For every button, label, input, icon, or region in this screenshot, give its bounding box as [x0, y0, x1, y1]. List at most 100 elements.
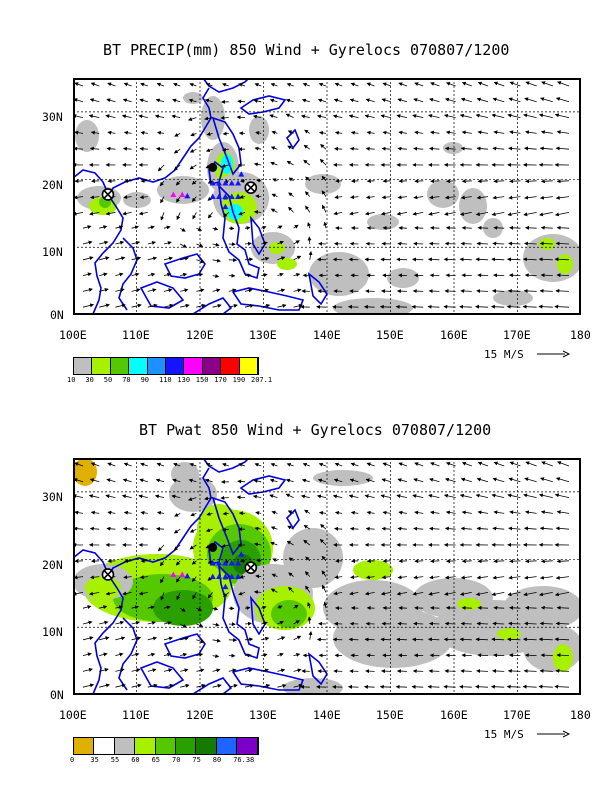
- wind-arrow: [493, 559, 505, 564]
- wind-arrow: [228, 683, 238, 688]
- colorbar-label: 60: [131, 756, 140, 764]
- wind-arrow: [523, 212, 537, 217]
- wind-arrow: [333, 591, 343, 596]
- wind-arrow: [157, 164, 165, 172]
- wind-arrow: [412, 257, 424, 262]
- wind-arrow: [159, 180, 165, 187]
- wind-arrow: [293, 255, 302, 261]
- wind-arrow: [461, 179, 472, 184]
- wind-arrow: [397, 575, 408, 580]
- wind-arrow: [261, 636, 270, 641]
- lat-label: 10N: [42, 245, 63, 259]
- wind-arrow: [540, 477, 553, 483]
- wind-arrow: [160, 592, 165, 601]
- colorbar-label: 150: [195, 376, 209, 384]
- wind-arrow: [131, 620, 141, 625]
- colorbar-swatches: [73, 357, 259, 375]
- wind-arrow: [460, 575, 472, 580]
- wind-arrow: [539, 592, 553, 597]
- wind-arrow: [147, 620, 156, 625]
- wind-arrow: [430, 462, 440, 467]
- wind-arrow: [261, 256, 270, 261]
- storm-center-dot: [208, 542, 218, 552]
- wind-arrow: [163, 652, 172, 657]
- wind-arrow: [380, 494, 391, 499]
- wind-arrow: [509, 81, 521, 87]
- wind-arrow: [205, 82, 213, 87]
- wind-arrow: [304, 191, 311, 197]
- colorbar-swatch: [129, 358, 148, 374]
- wind-arrow: [73, 195, 84, 200]
- wind-arrow: [492, 241, 505, 246]
- wind-arrow: [332, 494, 343, 499]
- wind-arrow: [244, 637, 254, 642]
- wind-arrow: [204, 98, 213, 103]
- wind-arrow: [196, 639, 205, 644]
- wind-arrow: [317, 98, 327, 103]
- wind-arrow: [524, 575, 537, 580]
- wind-arrow: [131, 225, 140, 230]
- wind-arrow: [475, 257, 489, 262]
- wind-arrow: [365, 526, 375, 531]
- colorbar-swatch: [135, 738, 156, 754]
- wind-arrow: [196, 227, 203, 231]
- wind-arrow: [115, 620, 125, 625]
- wind-arrow: [382, 510, 391, 515]
- shaded-region: [277, 258, 297, 270]
- lon-label: 180: [570, 328, 591, 342]
- wind-arrow: [131, 605, 140, 610]
- wind-arrow: [287, 525, 294, 530]
- wind-arrow: [493, 81, 505, 87]
- wind-arrow: [412, 637, 424, 642]
- wind-arrow: [524, 130, 537, 135]
- wind-arrow: [554, 113, 570, 118]
- wind-arrow: [428, 113, 440, 118]
- colorbar-label: 65: [151, 756, 161, 764]
- wind-arrow: [445, 510, 456, 515]
- wind-arrow: [73, 98, 84, 103]
- wind-arrow: [105, 494, 116, 499]
- wind-arrow: [105, 114, 116, 119]
- wind-arrow: [237, 99, 246, 104]
- wind-arrow: [269, 114, 278, 119]
- wind-arrow: [160, 212, 165, 221]
- wind-arrow: [261, 288, 269, 293]
- wind-arrow: [115, 240, 125, 245]
- wind-arrow: [99, 240, 109, 245]
- wind-arrow: [460, 146, 472, 151]
- wind-arrow: [461, 130, 472, 135]
- wind-arrow: [477, 81, 489, 87]
- wind-arrow: [491, 592, 505, 597]
- wind-arrow: [89, 195, 100, 200]
- track-point-marker: [238, 551, 245, 557]
- wind-arrow: [557, 461, 570, 467]
- wind-arrow: [316, 494, 327, 499]
- shaded-region: [553, 644, 573, 672]
- track-point-marker: [222, 203, 229, 210]
- wind-arrow: [523, 146, 537, 151]
- wind-arrow: [131, 256, 142, 261]
- colorbar-label: 76.38: [233, 756, 255, 764]
- shaded-region: [557, 254, 573, 274]
- wind-arrow: [196, 272, 204, 277]
- lat-label: 0N: [50, 688, 64, 702]
- wind-arrow: [228, 303, 238, 308]
- shaded-region: [157, 176, 209, 204]
- wind-arrow: [286, 540, 294, 546]
- wind-arrow: [180, 256, 189, 261]
- track-point-marker: [228, 559, 235, 566]
- wind-arrow: [493, 130, 505, 135]
- wind-arrow: [397, 478, 408, 483]
- wind-arrow: [475, 493, 489, 498]
- wind-arrow: [180, 623, 188, 628]
- wind-arrow: [538, 257, 553, 262]
- wind-arrow: [414, 130, 424, 135]
- colorbar-label: 90: [140, 376, 150, 384]
- wind-arrow: [173, 544, 181, 551]
- map-frame: [73, 78, 581, 315]
- wind-arrow: [163, 288, 173, 293]
- colorbar-label: 190: [232, 376, 246, 384]
- wind-arrow: [285, 478, 294, 483]
- wind-arrow: [277, 683, 287, 688]
- wind-arrow: [244, 606, 251, 610]
